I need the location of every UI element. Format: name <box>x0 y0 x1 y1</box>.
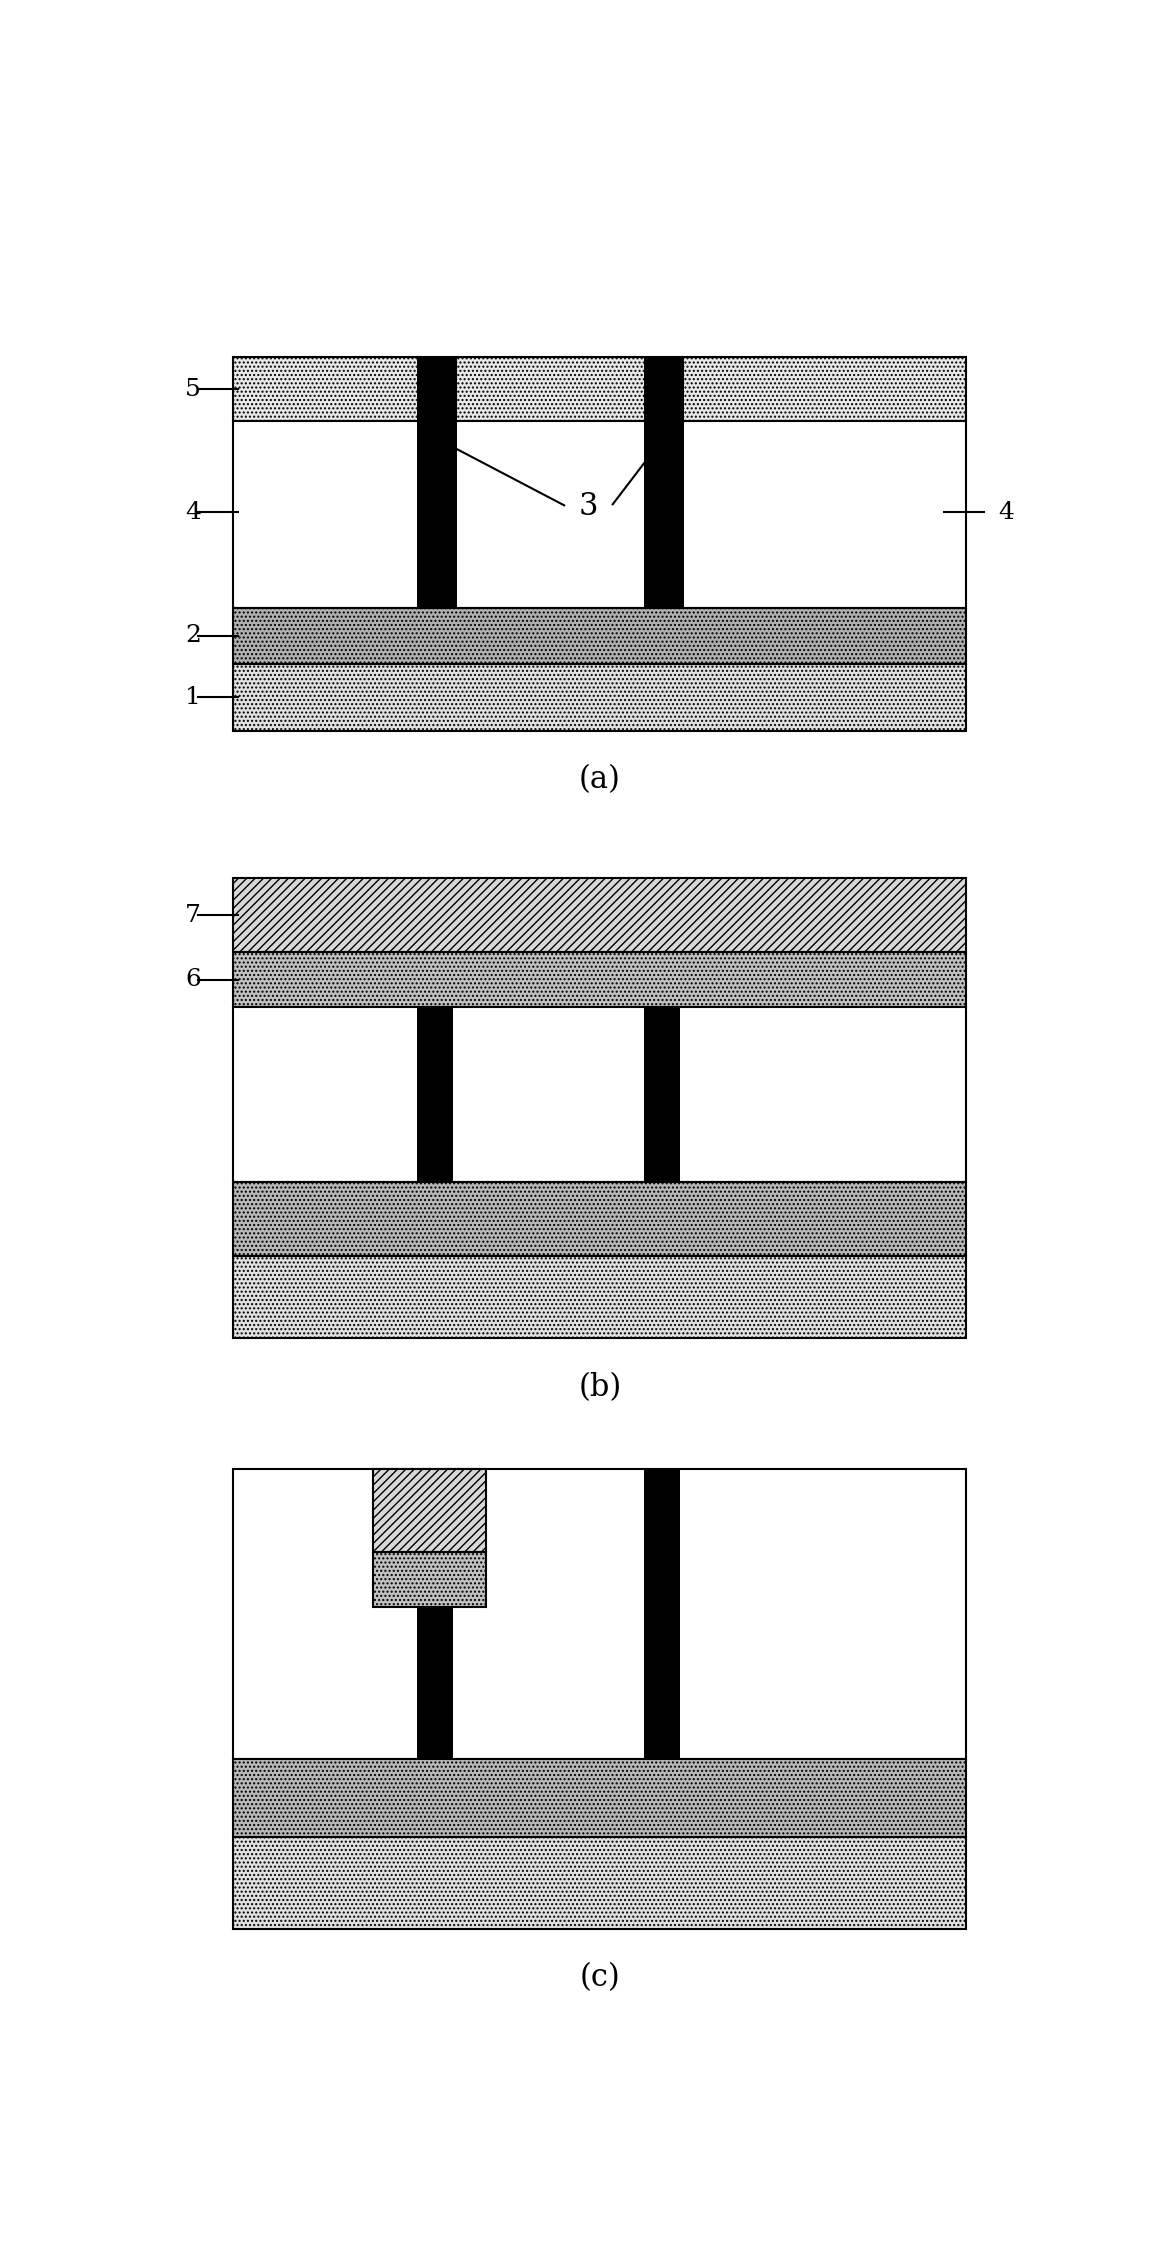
Bar <box>372 1468 487 1551</box>
Bar <box>233 877 966 952</box>
Text: 4: 4 <box>186 501 202 523</box>
Bar <box>416 1008 453 1182</box>
Bar <box>233 422 966 607</box>
Bar <box>233 607 966 663</box>
Bar <box>233 663 966 731</box>
Text: (c): (c) <box>580 1962 620 1993</box>
Text: 4: 4 <box>998 501 1015 523</box>
Text: 7: 7 <box>186 904 202 927</box>
Bar <box>233 1008 966 1182</box>
Bar <box>233 1759 966 1838</box>
Bar <box>416 356 457 607</box>
Bar <box>233 1256 966 1339</box>
Bar <box>233 356 966 422</box>
Text: 6: 6 <box>186 967 202 990</box>
Bar <box>233 952 966 1008</box>
Bar <box>416 1468 453 1759</box>
Text: 3: 3 <box>579 492 598 523</box>
Bar <box>233 1468 966 1759</box>
Text: 1: 1 <box>186 686 201 708</box>
Bar <box>233 1182 966 1256</box>
Text: (a): (a) <box>579 764 620 794</box>
Text: (b): (b) <box>578 1371 621 1403</box>
Bar <box>643 356 684 607</box>
Bar <box>233 1838 966 1928</box>
Bar <box>643 1008 680 1182</box>
Bar <box>372 1551 487 1608</box>
Text: 2: 2 <box>186 625 202 647</box>
Text: 5: 5 <box>186 377 202 401</box>
Bar <box>643 1468 680 1759</box>
